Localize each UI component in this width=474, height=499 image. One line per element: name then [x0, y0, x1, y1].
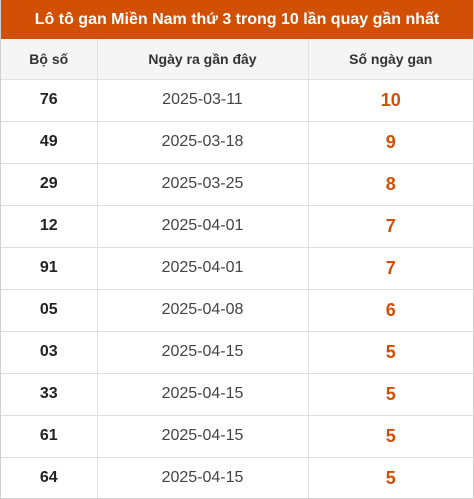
row-number: 76 — [1, 79, 98, 122]
table-row: 64 2025-04-15 5 — [1, 457, 473, 498]
table-row: 61 2025-04-15 5 — [1, 415, 473, 458]
table-row: 05 2025-04-08 6 — [1, 289, 473, 332]
row-date: 2025-03-11 — [97, 79, 309, 122]
row-days: 10 — [308, 79, 473, 122]
table-row: 49 2025-03-18 9 — [1, 121, 473, 164]
row-date: 2025-04-15 — [97, 331, 309, 374]
table-row: 76 2025-03-11 10 — [1, 79, 473, 122]
table-row: 91 2025-04-01 7 — [1, 247, 473, 290]
row-days: 5 — [385, 467, 396, 488]
table-row: 12 2025-04-01 7 — [1, 205, 473, 248]
row-days: 5 — [308, 331, 473, 374]
row-date: 2025-04-08 — [97, 289, 309, 332]
table-row: 29 2025-03-25 8 — [1, 163, 473, 206]
header-last-date: Ngày ra gần đây — [97, 39, 309, 80]
row-number: 12 — [1, 205, 98, 248]
row-number: 03 — [1, 331, 98, 374]
row-days: 7 — [308, 205, 473, 248]
row-date: 2025-03-18 — [97, 121, 309, 164]
row-date: 2025-04-01 — [97, 247, 309, 290]
row-date: 2025-04-01 — [97, 205, 309, 248]
header-number: Bộ số — [1, 39, 98, 80]
row-date: 2025-03-25 — [97, 163, 309, 206]
row-days: 7 — [308, 247, 473, 290]
row-days: 9 — [308, 121, 473, 164]
row-days: 8 — [308, 163, 473, 206]
row-days: 5 — [308, 415, 473, 458]
row-date: 2025-04-15 — [97, 415, 309, 458]
table-row: 33 2025-04-15 5 — [1, 373, 473, 416]
header-days-gan: Số ngày gan — [308, 39, 473, 80]
row-number: 61 — [1, 415, 98, 458]
row-number: 29 — [1, 163, 98, 206]
table-row: 03 2025-04-15 5 — [1, 331, 473, 374]
row-number: 64 — [1, 457, 98, 498]
table-header-row: Bộ số Ngày ra gần đây Số ngày gan — [1, 39, 473, 80]
row-number: 33 — [1, 373, 98, 416]
row-number: 91 — [1, 247, 98, 290]
row-number: 49 — [1, 121, 98, 164]
table-title: Lô tô gan Miền Nam thứ 3 trong 10 lần qu… — [1, 0, 473, 39]
lo-gan-table: Bộ số Ngày ra gần đây Số ngày gan 76 202… — [1, 39, 473, 498]
row-date: 2025-04-15 — [97, 373, 309, 416]
row-days: 6 — [308, 289, 473, 332]
row-date: 2025-04-15 — [97, 457, 309, 498]
row-days: 5 — [308, 373, 473, 416]
row-number: 05 — [1, 289, 98, 332]
